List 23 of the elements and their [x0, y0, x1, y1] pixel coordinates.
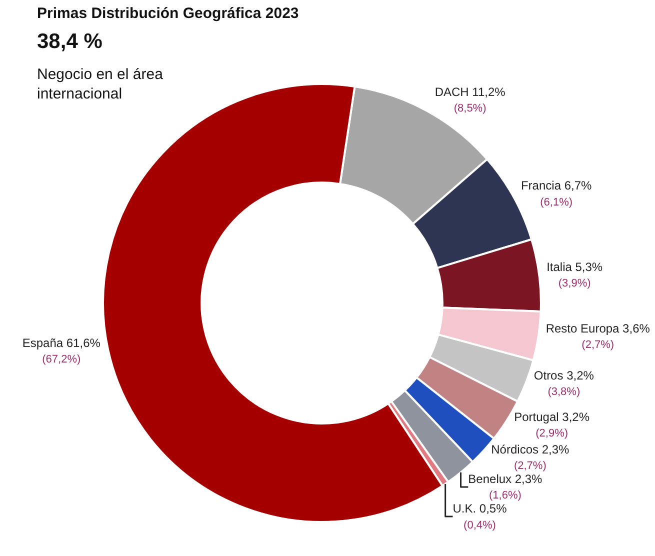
- slice-label: Italia 5,3%: [546, 260, 603, 274]
- slice-label: Portugal 3,2%: [514, 410, 590, 424]
- text: Negocio en el área internacional: [37, 66, 164, 102]
- chart-title: Primas Distribución Geográfica 2023: [37, 5, 299, 22]
- text: (67,2%): [42, 353, 81, 366]
- text: (1,6%): [488, 490, 522, 502]
- slice-label: Benelux 2,3%: [468, 472, 543, 486]
- text: (2,9%): [536, 428, 568, 440]
- text: (3,8%): [548, 386, 580, 398]
- slice-label: Otros 3,2%: [534, 368, 594, 382]
- text: (6,1%): [540, 196, 573, 208]
- chart-subtitle: 38,4 %: [37, 30, 103, 53]
- slice-label: España 61,6%: [22, 336, 101, 350]
- slice-label: Nórdicos 2,3%: [491, 442, 570, 457]
- text: (2,7%): [582, 339, 614, 352]
- text: (3,9%): [558, 278, 591, 290]
- slice-label: DACH 11,2%: [434, 84, 506, 99]
- slice-label: Resto Europa 3,6%: [546, 322, 650, 336]
- text: (8,5%): [454, 102, 486, 115]
- slice-label: U.K. 0,5%: [452, 502, 508, 516]
- slice-label: Francia 6,7%: [520, 178, 592, 193]
- text: (0,4%): [464, 519, 496, 532]
- text: (2,7%): [514, 460, 546, 472]
